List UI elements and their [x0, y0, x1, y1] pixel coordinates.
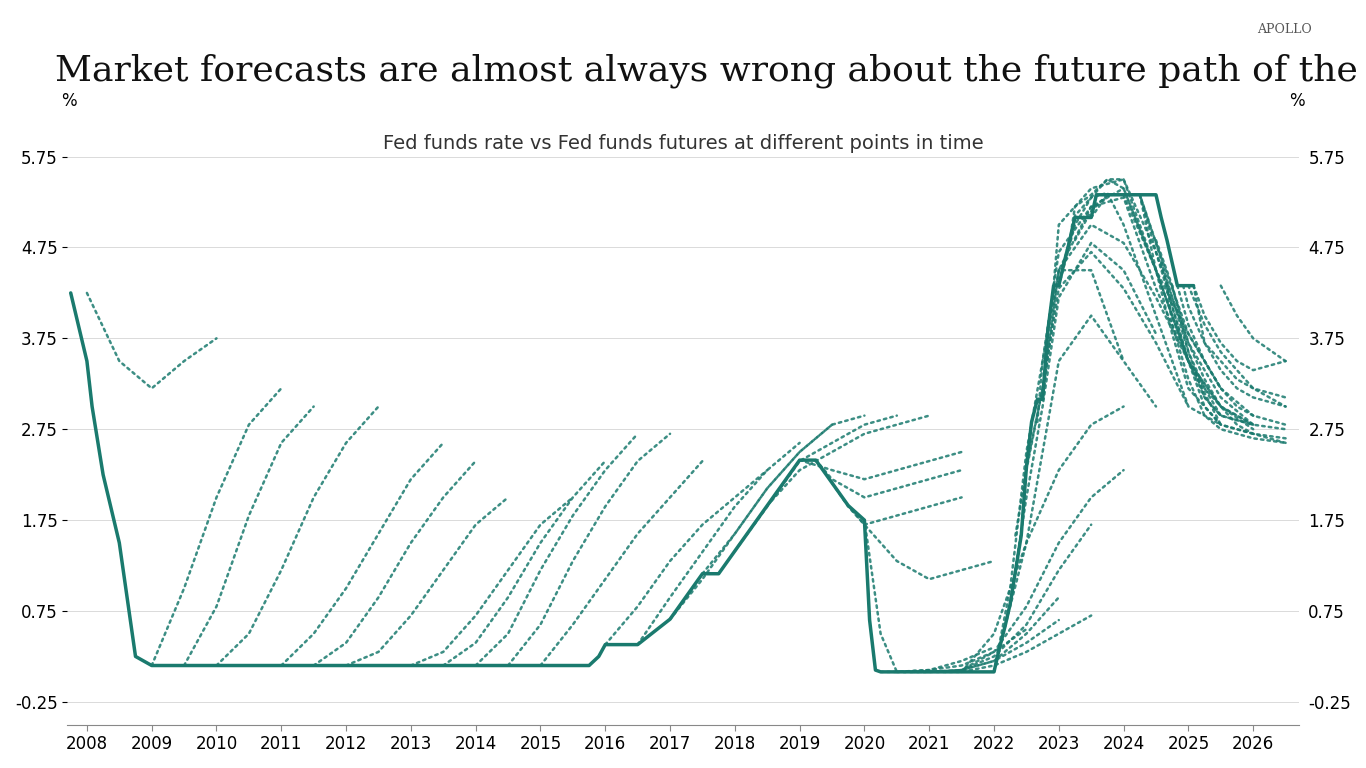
Text: Market forecasts are almost always wrong about the future path of the Fed funds : Market forecasts are almost always wrong…	[55, 54, 1366, 88]
Text: %: %	[1290, 91, 1305, 110]
Text: Fed funds rate vs Fed funds futures at different points in time: Fed funds rate vs Fed funds futures at d…	[382, 134, 984, 153]
Text: %: %	[61, 91, 76, 110]
Text: APOLLO: APOLLO	[1257, 23, 1311, 36]
